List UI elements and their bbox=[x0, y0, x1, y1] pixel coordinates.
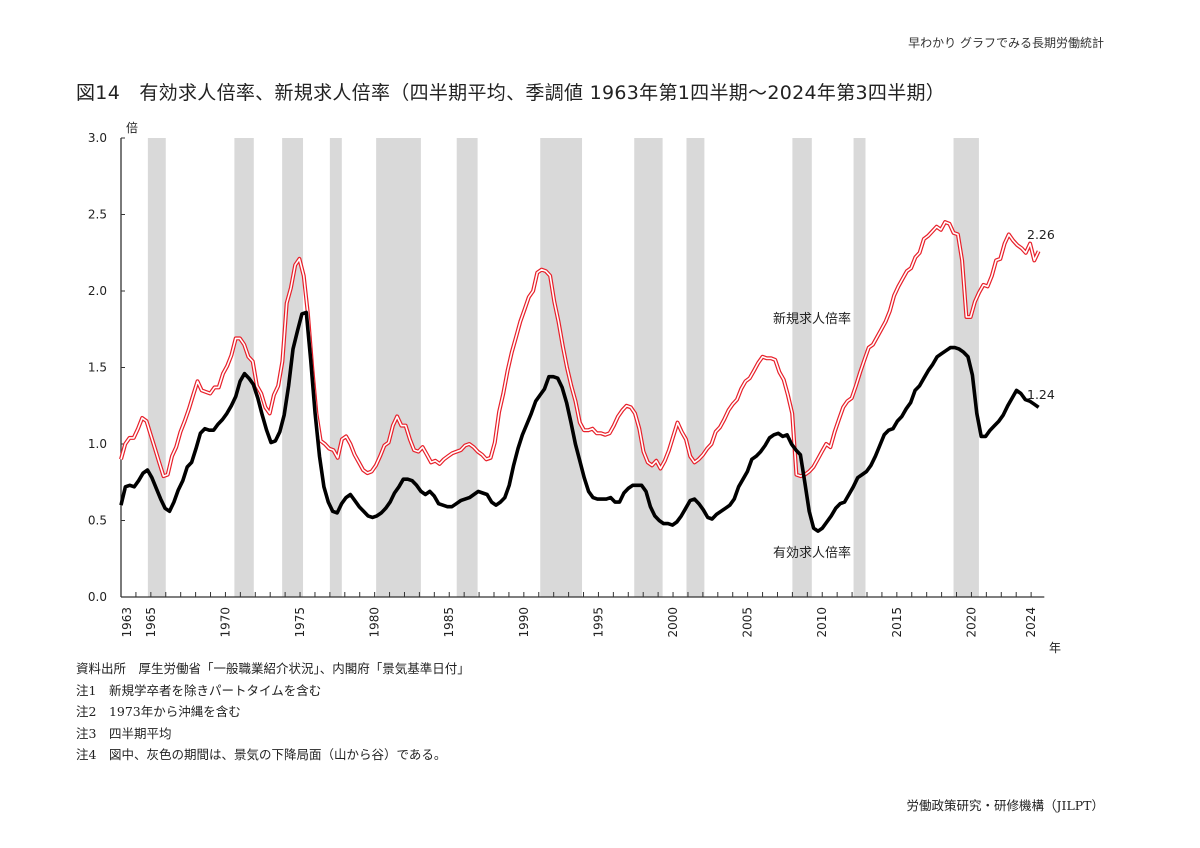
note-source: 資料出所 厚生労働省「一般職業紹介状況」、内閣府「景気基準日付」 bbox=[76, 661, 470, 676]
chart-title: 図14 有効求人倍率、新規求人倍率（四半期平均、季調値 1963年第1四半期～2… bbox=[76, 82, 946, 104]
note-4: 注4 図中、灰色の期間は、景気の下降局面（山から谷）である。 bbox=[76, 747, 447, 762]
publisher-credit: 労働政策研究・研修機構（JILPT） bbox=[906, 798, 1105, 813]
x-tick-label: 1963 bbox=[120, 607, 134, 638]
recession-bands bbox=[147, 138, 979, 597]
recession-band-5 bbox=[456, 138, 478, 597]
series-label-new-openings: 新規求人倍率 bbox=[773, 311, 851, 327]
x-tick-label: 2024 bbox=[1024, 607, 1038, 638]
x-tick-label: 1970 bbox=[218, 607, 232, 638]
x-tick-label: 1985 bbox=[442, 607, 456, 638]
recession-band-1 bbox=[234, 138, 254, 597]
x-tick-label: 2005 bbox=[741, 607, 755, 638]
y-axis-unit-label: 倍 bbox=[126, 120, 138, 135]
x-axis-unit-label: 年 bbox=[1049, 641, 1061, 655]
series-line-active-openings bbox=[119, 310, 1040, 533]
x-tick-label: 2015 bbox=[890, 607, 904, 638]
notes: 資料出所 厚生労働省「一般職業紹介状況」、内閣府「景気基準日付」 注1 新規学卒… bbox=[76, 658, 470, 766]
x-tick-label: 2010 bbox=[815, 607, 829, 638]
end-label-new-openings: 2.26 bbox=[1027, 227, 1055, 242]
note-3: 注3 四半期平均 bbox=[76, 725, 172, 741]
recession-band-9 bbox=[792, 138, 812, 597]
y-tick-label: 2.0 bbox=[88, 284, 107, 298]
y-tick-label: 0.5 bbox=[88, 514, 107, 528]
recession-band-11 bbox=[953, 138, 979, 597]
series-lines bbox=[119, 220, 1041, 533]
series-label-active-openings: 有効求人倍率 bbox=[773, 545, 851, 561]
y-tick-label: 3.0 bbox=[88, 131, 107, 145]
recession-band-0 bbox=[147, 138, 166, 597]
x-tick-label: 1995 bbox=[591, 607, 605, 638]
recession-band-4 bbox=[376, 138, 421, 597]
recession-band-7 bbox=[634, 138, 663, 597]
x-tick-label: 1965 bbox=[144, 607, 158, 638]
chart-labels: 倍 年 新規求人倍率 有効求人倍率 2.26 1.24 bbox=[126, 120, 1061, 655]
x-tick-label: 1975 bbox=[293, 607, 307, 638]
y-tick-label: 0.0 bbox=[88, 590, 107, 604]
recession-band-3 bbox=[329, 138, 342, 597]
note-1: 注1 新規学卒者を除きパートタイムを含む bbox=[76, 682, 322, 698]
axes: 0.0 0.5 1.0 1.5 2.0 2.5 3.0 1963 1965 1970 1975 198… bbox=[88, 131, 1045, 638]
y-tick-label: 1.0 bbox=[88, 437, 107, 451]
series-line-new-openings-inner bbox=[120, 221, 1040, 477]
end-label-active-openings: 1.24 bbox=[1027, 387, 1055, 402]
x-tick-label: 2020 bbox=[964, 607, 978, 638]
recession-band-8 bbox=[686, 138, 705, 597]
x-tick-label: 2000 bbox=[666, 607, 680, 638]
recession-band-10 bbox=[853, 138, 866, 597]
y-tick-label: 2.5 bbox=[88, 208, 107, 222]
note-2: 注2 1973年から沖縄を含む bbox=[76, 704, 241, 719]
x-tick-label: 1990 bbox=[517, 607, 531, 638]
y-tick-label: 1.5 bbox=[88, 361, 107, 375]
x-tick-label: 1980 bbox=[368, 607, 382, 638]
publication-header: 早わかり グラフでみる長期労働統計 bbox=[908, 36, 1104, 50]
recession-band-6 bbox=[540, 138, 583, 597]
